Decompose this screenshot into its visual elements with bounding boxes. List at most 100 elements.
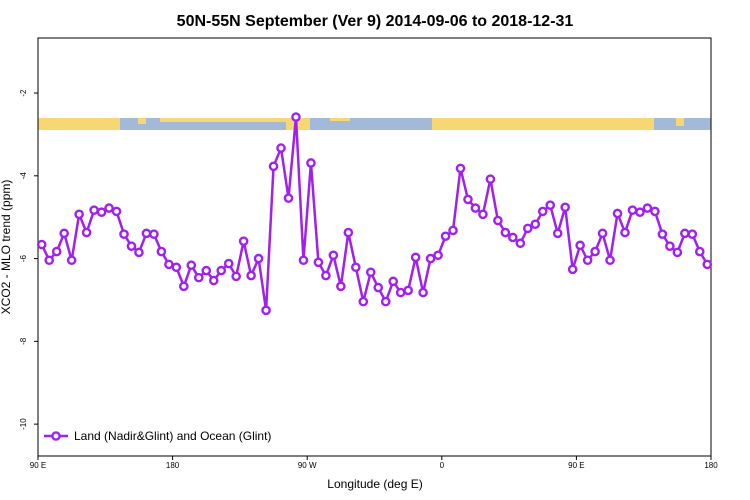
data-point (141, 228, 152, 239)
data-point (560, 202, 570, 213)
data-point (208, 275, 219, 286)
data-point (448, 225, 458, 236)
data-point (44, 255, 55, 266)
data-point (388, 276, 398, 287)
data-point (440, 231, 451, 242)
data-point (223, 258, 234, 269)
data-point (186, 260, 197, 271)
data-point (418, 287, 428, 298)
data-point (358, 296, 369, 307)
x-axis-label: Longitude (deg E) (327, 477, 422, 491)
y-tick-label: -6 (19, 254, 28, 262)
land-band (330, 118, 350, 121)
x-tick-label: 90 W (298, 461, 317, 470)
y-tick-label: -4 (19, 172, 28, 180)
data-point (612, 208, 623, 219)
data-point (104, 203, 114, 213)
data-point (216, 265, 227, 276)
data-point (193, 272, 204, 283)
data-point (702, 259, 713, 270)
data-point (283, 193, 294, 203)
data-point (89, 205, 99, 215)
data-point (582, 255, 593, 266)
data-point (680, 228, 690, 239)
data-point (455, 163, 466, 174)
data-point (96, 207, 107, 218)
data-point (687, 229, 698, 239)
data-point (657, 229, 668, 239)
data-point (238, 236, 249, 247)
data-point (51, 246, 62, 257)
data-point (597, 228, 608, 239)
data-point (545, 200, 556, 210)
x-tick-label: 90 E (30, 461, 46, 470)
y-axis-label: XCO2 - MLO trend (ppm) (0, 180, 13, 315)
data-point (291, 112, 301, 122)
legend-label: Land (Nadir&Glint) and Ocean (Glint) (74, 429, 271, 443)
data-point (261, 305, 271, 316)
land-ocean-strip (38, 118, 711, 130)
land-band (432, 118, 654, 130)
data-point (672, 247, 683, 258)
data-point (590, 246, 600, 257)
data-point (268, 161, 279, 172)
x-tick-label: 180 (704, 461, 718, 470)
data-point (620, 227, 630, 238)
land-band (38, 118, 120, 130)
data-point (635, 207, 645, 218)
land-band (286, 118, 310, 130)
data-point (111, 206, 122, 217)
data-point (410, 252, 421, 263)
data-point (231, 271, 241, 282)
data-point (66, 255, 77, 266)
data-point (119, 229, 129, 239)
land-band (676, 118, 684, 126)
data-point (134, 247, 144, 258)
data-point (126, 241, 137, 251)
data-point (575, 240, 585, 251)
data-point (395, 287, 406, 298)
data-point (336, 281, 346, 292)
data-point (627, 205, 638, 215)
data-point (567, 264, 578, 275)
data-point (425, 253, 436, 264)
data-point (433, 250, 443, 261)
data-point (149, 229, 159, 239)
data-point (343, 227, 354, 238)
data-point (313, 257, 324, 268)
land-band (160, 118, 290, 122)
land-band (138, 118, 146, 124)
data-point (253, 253, 264, 264)
data-point (298, 255, 309, 266)
data-point (365, 267, 376, 278)
data-point (380, 296, 391, 307)
data-point (552, 228, 563, 239)
data-point (321, 270, 331, 281)
data-point (493, 215, 503, 226)
plot-frame (37, 37, 712, 457)
data-point (463, 194, 473, 205)
data-point (171, 262, 182, 273)
data-point (276, 143, 286, 153)
data-point (537, 206, 548, 217)
legend-marker (51, 431, 61, 441)
series-line (40, 116, 709, 311)
y-tick-label: -2 (19, 89, 28, 97)
data-point (246, 270, 256, 281)
data-point (522, 223, 533, 234)
y-tick-label: -8 (19, 337, 28, 345)
data-point (642, 203, 653, 213)
data-point (665, 241, 675, 251)
data-point (156, 246, 167, 257)
data-point (485, 174, 496, 184)
y-tick-label: -10 (19, 418, 28, 430)
data-point (515, 238, 526, 249)
x-tick-label: 0 (440, 461, 445, 470)
data-point (530, 219, 541, 230)
data-point (650, 206, 660, 217)
data-point (605, 255, 615, 266)
data-point (500, 227, 511, 238)
data-point (74, 209, 84, 220)
data-point (59, 228, 69, 239)
